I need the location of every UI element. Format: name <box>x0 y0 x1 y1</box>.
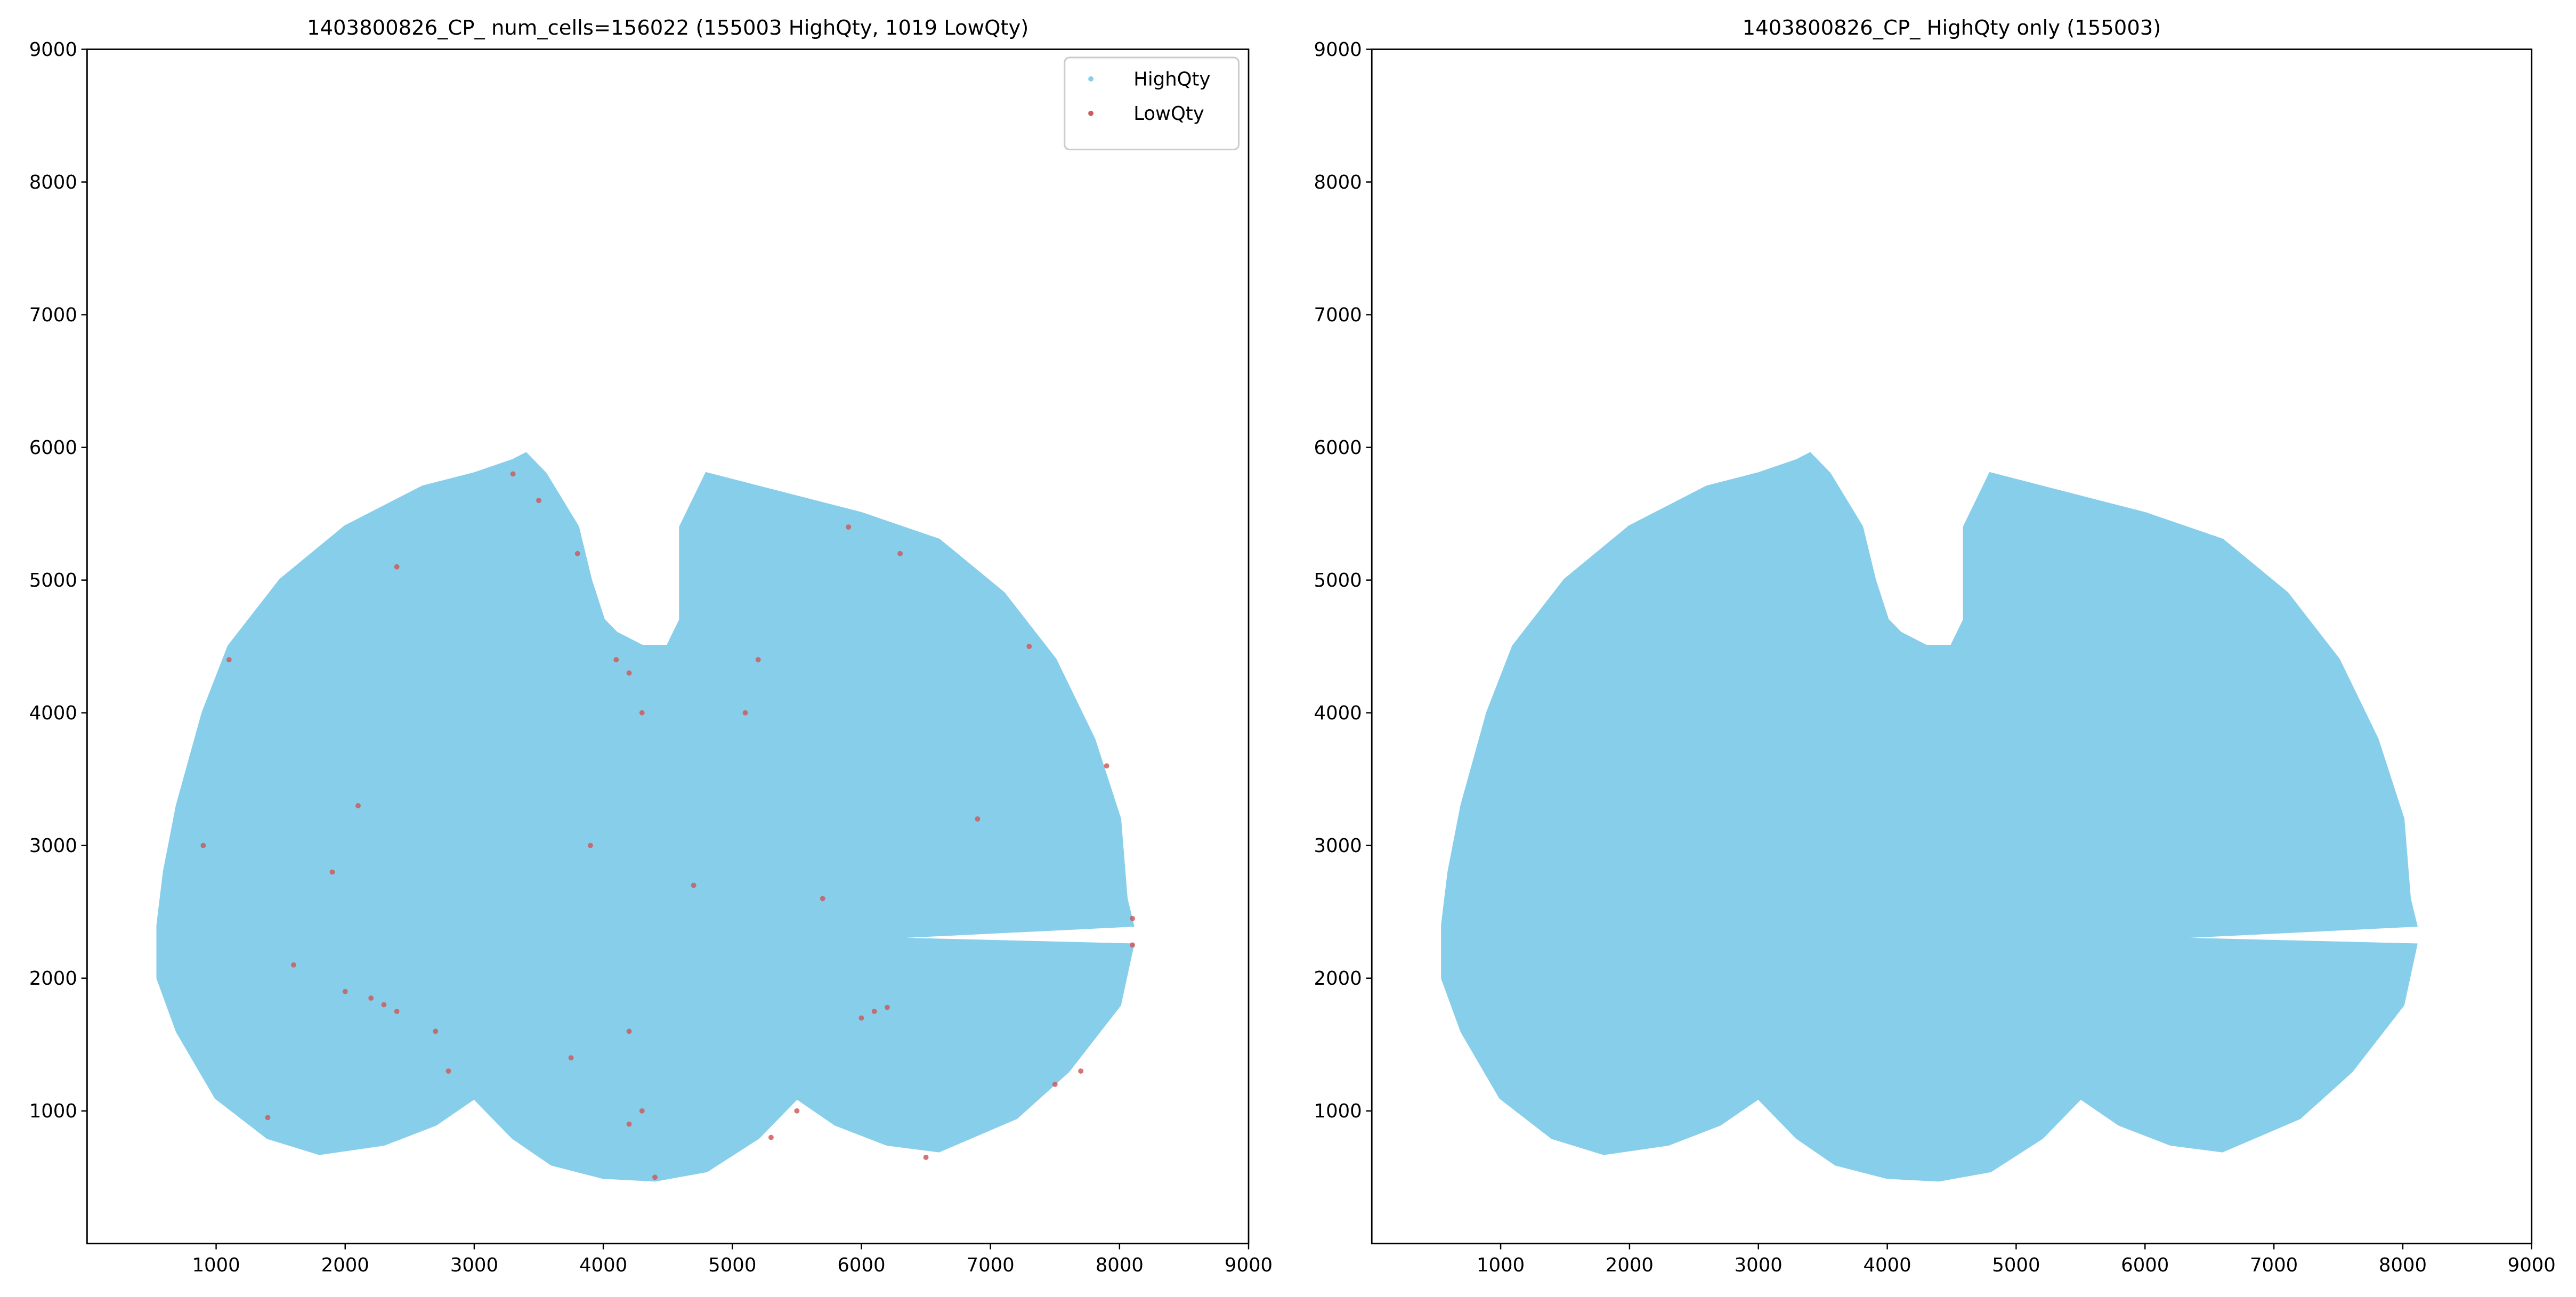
point <box>768 1134 774 1140</box>
y-tick-label: 9000 <box>29 39 77 61</box>
point <box>587 842 593 848</box>
point <box>652 1174 658 1180</box>
legend-label: HighQty <box>1133 68 1210 90</box>
legend-label: LowQty <box>1133 103 1204 125</box>
x-tick-label: 5000 <box>1992 1254 2040 1276</box>
point <box>820 896 825 902</box>
point <box>1130 942 1135 948</box>
point <box>433 1028 439 1034</box>
point <box>574 550 580 556</box>
point <box>626 1121 632 1127</box>
legend-marker <box>1088 110 1093 116</box>
chart-title: 1403800826_CP_ num_cells=156022 (155003 … <box>307 16 1028 40</box>
point <box>1026 644 1032 650</box>
y-tick-label: 5000 <box>29 570 77 591</box>
y-tick-label: 8000 <box>1314 172 1362 193</box>
x-tick-label: 6000 <box>837 1254 885 1276</box>
point <box>342 988 348 994</box>
point <box>691 882 696 888</box>
point <box>626 670 632 676</box>
x-tick-label: 3000 <box>1735 1254 1783 1276</box>
x-tick-label: 2000 <box>1606 1254 1654 1276</box>
y-tick-label: 6000 <box>29 437 77 459</box>
point <box>226 657 232 662</box>
legend-marker <box>1088 76 1093 82</box>
x-tick-label: 8000 <box>1096 1254 1144 1276</box>
point <box>742 710 748 716</box>
point <box>355 803 361 808</box>
legend-box <box>1064 56 1240 151</box>
x-tick-label: 5000 <box>708 1254 756 1276</box>
x-tick-label: 4000 <box>579 1254 627 1276</box>
x-tick-label: 6000 <box>2121 1254 2169 1276</box>
point <box>265 1115 271 1121</box>
point <box>871 1009 877 1014</box>
y-tick-label: 3000 <box>29 835 77 857</box>
x-tick-label: 1000 <box>192 1254 240 1276</box>
point <box>613 657 619 662</box>
point <box>510 471 516 477</box>
y-tick-label: 2000 <box>29 968 77 990</box>
point <box>884 1004 890 1010</box>
point <box>794 1108 800 1114</box>
point <box>200 842 206 848</box>
y-tick-label: 3000 <box>1314 835 1362 857</box>
chart-title: 1403800826_CP_ HighQty only (155003) <box>1743 16 2161 40</box>
y-tick-label: 9000 <box>1314 39 1362 61</box>
point <box>897 550 903 556</box>
point <box>368 995 374 1001</box>
point <box>846 524 852 530</box>
y-tick-label: 7000 <box>1314 304 1362 326</box>
point <box>290 962 296 968</box>
y-tick-label: 1000 <box>1314 1100 1362 1122</box>
x-tick-label: 7000 <box>967 1254 1015 1276</box>
point <box>568 1055 574 1061</box>
high-qty-region <box>156 452 1135 1182</box>
y-tick-label: 4000 <box>1314 702 1362 724</box>
point <box>536 498 541 504</box>
x-tick-label: 9000 <box>2508 1254 2556 1276</box>
point <box>445 1068 451 1074</box>
x-tick-label: 7000 <box>2250 1254 2298 1276</box>
y-tick-label: 5000 <box>1314 570 1362 591</box>
point <box>858 1015 864 1021</box>
x-tick-label: 1000 <box>1477 1254 1525 1276</box>
point <box>639 1108 645 1114</box>
y-tick-label: 6000 <box>1314 437 1362 459</box>
point <box>1130 915 1135 921</box>
x-tick-label: 2000 <box>321 1254 369 1276</box>
point <box>394 564 400 570</box>
point <box>1078 1068 1084 1074</box>
point <box>1104 763 1109 769</box>
y-tick-label: 8000 <box>29 172 77 193</box>
point <box>329 869 335 875</box>
point <box>923 1154 929 1160</box>
point <box>381 1002 387 1008</box>
y-tick-label: 1000 <box>29 1100 77 1122</box>
high-qty-region <box>1441 452 2418 1182</box>
point <box>639 710 645 716</box>
x-tick-label: 3000 <box>450 1254 498 1276</box>
x-tick-label: 9000 <box>1225 1254 1273 1276</box>
point <box>975 816 981 822</box>
y-tick-label: 2000 <box>1314 968 1362 990</box>
point <box>626 1028 632 1034</box>
point <box>1052 1082 1058 1087</box>
y-tick-label: 4000 <box>29 702 77 724</box>
plot-frame <box>1371 48 2533 1245</box>
x-tick-label: 4000 <box>1863 1254 1911 1276</box>
y-tick-label: 7000 <box>29 304 77 326</box>
point <box>394 1009 400 1014</box>
plot-frame <box>86 48 1250 1245</box>
x-tick-label: 8000 <box>2379 1254 2427 1276</box>
point <box>755 657 761 662</box>
